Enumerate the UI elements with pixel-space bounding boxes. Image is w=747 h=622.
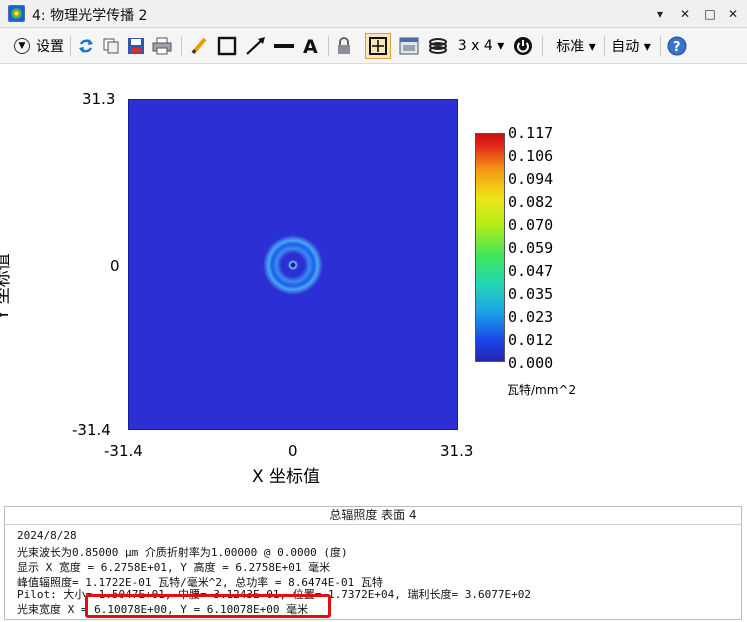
layers-icon[interactable] <box>427 35 449 57</box>
y-axis-title: Y 坐标值 <box>0 253 13 320</box>
colorbar-unit: 瓦特/mm^2 <box>507 383 577 397</box>
layout-dropdown[interactable]: 3 x 4 ▾ <box>457 38 505 54</box>
settings-button[interactable]: ▼ 设置 <box>8 35 70 57</box>
line-icon[interactable] <box>272 35 296 57</box>
toolbar-separator <box>328 36 329 56</box>
chevron-down-icon: ▼ <box>14 38 30 54</box>
x-tick-mid: 0 <box>288 442 298 460</box>
x-tick-right: 31.3 <box>440 442 474 460</box>
colorbar-label: 0.082 <box>508 193 554 211</box>
colorbar-label: 0.117 <box>508 124 554 142</box>
beam-center <box>290 262 296 268</box>
text-icon[interactable]: A <box>300 35 322 57</box>
toolbar-separator <box>70 36 71 56</box>
info-panel: 总辐照度 表面 4 2024/8/28 光束波长为0.85000 μm 介质折射… <box>4 506 742 620</box>
maximize-button[interactable]: □ <box>704 7 716 21</box>
svg-text:?: ? <box>673 40 681 55</box>
info-header: 总辐照度 表面 4 <box>5 507 741 525</box>
x-tick-left: -31.4 <box>104 442 143 460</box>
y-tick-mid: 0 <box>110 257 120 275</box>
colorbar <box>475 133 505 362</box>
colorbar-label: 0.106 <box>508 147 554 165</box>
dock-button[interactable]: ✕ <box>727 7 739 21</box>
colorbar-label: 0.070 <box>508 216 554 234</box>
window-icon[interactable] <box>398 35 420 57</box>
colorbar-label: 0.023 <box>508 308 554 326</box>
colorbar-label: 0.012 <box>508 331 554 349</box>
auto-dropdown[interactable]: 自动 ▾ <box>611 39 651 55</box>
beam-width-highlight <box>85 594 331 618</box>
close-x-button[interactable]: ✕ <box>679 7 691 21</box>
colorbar-label: 0.059 <box>508 239 554 257</box>
print-icon[interactable] <box>151 35 173 57</box>
lock-icon[interactable] <box>334 35 354 57</box>
svg-text:A: A <box>303 36 318 56</box>
zoom-fit-icon[interactable] <box>365 33 391 59</box>
info-line-peak-irradiance: 峰值辐照度= 1.1722E-01 瓦特/毫米^2, 总功率 = 8.6474E… <box>17 576 383 589</box>
title-bar: 4: 物理光学传播 2 ▾ ✕ □ ✕ <box>0 0 747 28</box>
copy-icon[interactable] <box>101 35 121 57</box>
settings-label: 设置 <box>36 39 64 55</box>
colorbar-label: 0.094 <box>508 170 554 188</box>
colorbar-label: 0.047 <box>508 262 554 280</box>
power-icon[interactable] <box>512 35 534 57</box>
info-line-wavelength: 光束波长为0.85000 μm 介质折射率为1.00000 @ 0.0000 (… <box>17 546 348 559</box>
window-menu-button[interactable]: ▾ <box>656 7 664 21</box>
arrow-icon[interactable] <box>244 35 268 57</box>
toolbar-separator <box>660 36 661 56</box>
colorbar-label: 0.000 <box>508 354 554 372</box>
irradiance-map <box>128 99 458 430</box>
info-line-display-size: 显示 X 宽度 = 6.2758E+01, Y 高度 = 6.2758E+01 … <box>17 561 331 574</box>
info-line-date: 2024/8/28 <box>17 529 77 542</box>
toolbar-separator <box>181 36 182 56</box>
rectangle-icon[interactable] <box>216 35 238 57</box>
x-axis-title: X 坐标值 <box>252 467 321 487</box>
standard-dropdown[interactable]: 标准 ▾ <box>556 39 596 55</box>
y-tick-bottom: -31.4 <box>72 421 111 439</box>
app-icon <box>8 5 25 22</box>
pencil-icon[interactable] <box>189 35 209 57</box>
beam-spot-graphic <box>263 235 323 295</box>
colorbar-label: 0.035 <box>508 285 554 303</box>
toolbar: ▼ 设置 A 3 x 4 ▾ 标准 ▾ <box>0 28 747 64</box>
help-icon[interactable]: ? <box>666 35 688 57</box>
plot-area: 31.3 0 -31.4 Y 坐标值 -31.4 0 <box>0 64 747 506</box>
info-line-beam-width: 光束宽度 X = 6.10078E+00, Y = 6.10078E+00 毫米 <box>17 603 309 616</box>
toolbar-separator <box>604 36 605 56</box>
refresh-icon[interactable] <box>76 35 96 57</box>
window-title: 4: 物理光学传播 2 <box>32 8 148 24</box>
toolbar-separator <box>542 36 543 56</box>
y-tick-top: 31.3 <box>82 90 116 108</box>
save-icon[interactable] <box>126 35 146 57</box>
